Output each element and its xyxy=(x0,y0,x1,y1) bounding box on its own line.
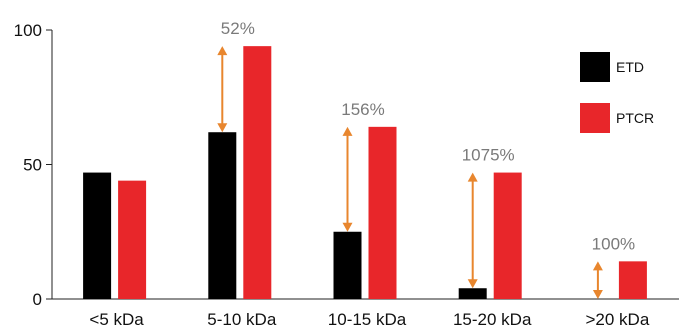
etd-bar xyxy=(333,231,362,299)
labels: <5 kDa 5-10 kDa 10-15 kDa 15-20 kDa >20 kDa 5… xyxy=(89,19,649,329)
comparison-arrow-head-down xyxy=(467,279,478,289)
y-tick-label: 100 xyxy=(14,21,42,40)
etd-bar xyxy=(83,172,112,299)
ptcr-bar xyxy=(368,126,397,299)
legend-label: ETD xyxy=(616,59,644,75)
comparison-arrow-head-up xyxy=(467,172,478,182)
legend-label: PTCR xyxy=(616,110,654,126)
ptcr-bar xyxy=(618,261,647,299)
ptcr-bar xyxy=(118,180,147,299)
x-category-label: 5-10 kDa xyxy=(207,310,277,329)
percent-increase-label: 1075% xyxy=(462,146,515,165)
percent-increase-label: 156% xyxy=(341,100,384,119)
percent-increase-label: 100% xyxy=(592,234,635,253)
comparison-arrow-head-down xyxy=(592,290,603,299)
percent-increase-label: 52% xyxy=(221,19,255,38)
etd-bar xyxy=(208,132,237,299)
x-category-label: 10-15 kDa xyxy=(328,310,407,329)
legend-swatch xyxy=(580,103,610,133)
axes: 0 50 100 xyxy=(14,21,679,309)
ptcr-bar xyxy=(493,172,522,299)
comparison-arrows xyxy=(217,46,603,299)
x-category-label: >20 kDa xyxy=(586,310,650,329)
comparison-arrow-head-up xyxy=(217,46,228,56)
x-category-label: 15-20 kDa xyxy=(453,310,532,329)
y-tick-label: 0 xyxy=(33,290,42,309)
comparison-arrow-head-up xyxy=(592,261,603,271)
comparison-arrow-head-down xyxy=(342,222,353,232)
comparison-arrow-head-down xyxy=(217,123,228,133)
legend: ETD PTCR xyxy=(580,52,654,133)
ptcr-bar xyxy=(243,46,272,299)
legend-swatch xyxy=(580,52,610,82)
etd-bar xyxy=(458,288,487,299)
bars xyxy=(83,46,647,299)
x-category-label: <5 kDa xyxy=(89,310,144,329)
comparison-arrow-head-up xyxy=(342,126,353,136)
y-tick-label: 50 xyxy=(23,156,42,175)
